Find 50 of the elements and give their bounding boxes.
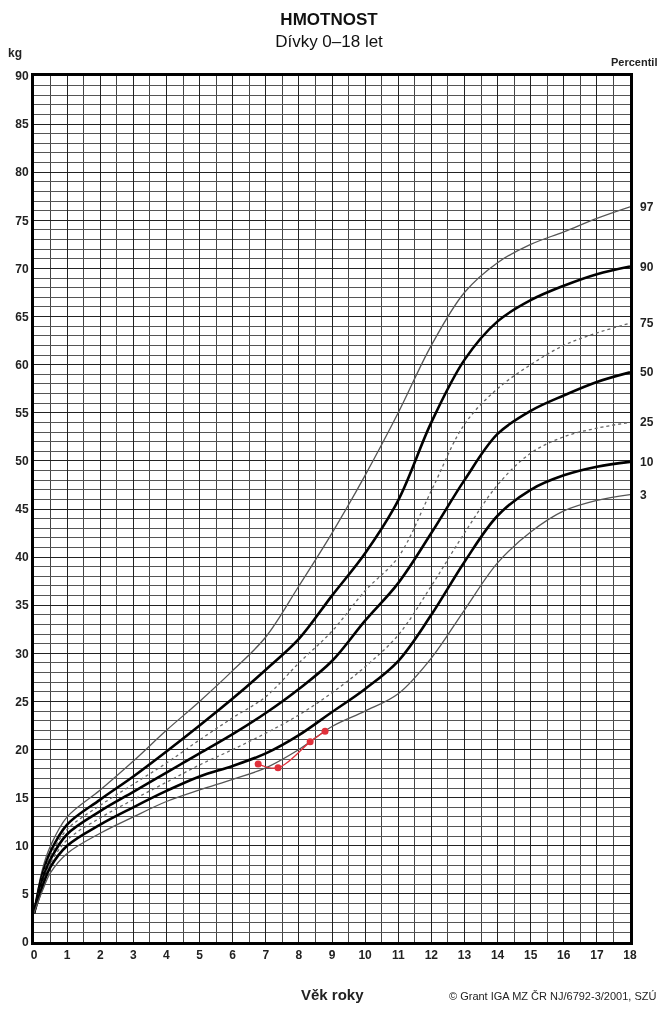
series-label: 75 (640, 316, 654, 330)
y-tick-label: 60 (15, 357, 29, 372)
y-tick-label: 50 (15, 454, 29, 469)
x-tick-label: 11 (391, 948, 405, 963)
x-tick-label: 5 (196, 948, 204, 963)
x-tick-label: 14 (490, 948, 505, 963)
y-tick-label: 70 (15, 261, 29, 276)
y-tick-label: 40 (15, 550, 29, 565)
x-tick-label: 13 (457, 948, 472, 963)
x-tick-label: 3 (129, 948, 137, 963)
chart-title: HMOTNOST (280, 10, 379, 30)
chart-subtitle: Dívky 0–18 let (275, 32, 384, 52)
y-tick-label: 0 (21, 935, 29, 950)
y-tick-label: 30 (15, 646, 29, 661)
text: © Grant IGA MZ ČR NJ/6792-3/2001, SZÚ (449, 990, 657, 1002)
x-tick-label: 8 (295, 948, 303, 963)
x-tick-label: 10 (358, 948, 373, 963)
series-label: 97 (640, 200, 654, 214)
y-tick-label: 80 (15, 165, 29, 180)
x-tick-label: 7 (262, 948, 270, 963)
y-tick-label: 20 (15, 742, 29, 757)
y-tick-label: 5 (21, 887, 29, 902)
x-tick-label: 17 (590, 948, 604, 963)
y-tick-label: 85 (15, 117, 29, 132)
y-tick-label: 45 (15, 502, 29, 517)
x-tick-label: 2 (96, 948, 104, 963)
y-tick-label: 35 (15, 598, 29, 613)
y-tick-label: 25 (15, 694, 29, 709)
series-label: 25 (640, 415, 654, 429)
x-tick-label: 4 (163, 948, 171, 963)
x-tick-label: 16 (557, 948, 571, 963)
series-label: 50 (640, 365, 654, 379)
x-tick-label: 15 (523, 948, 538, 963)
y-tick-label: 15 (15, 790, 29, 805)
series-label: 3 (640, 488, 647, 502)
y-tick-label: 90 (15, 69, 29, 84)
series-label: 90 (640, 260, 654, 274)
x-tick-label: 18 (623, 948, 637, 963)
text: Percentil (611, 56, 658, 68)
x-tick-label: 6 (229, 948, 237, 963)
y-tick-label: 55 (15, 405, 29, 420)
x-tick-label: 9 (328, 948, 336, 963)
series-label: 10 (640, 455, 654, 469)
x-axis-title: Věk roky (301, 986, 365, 1003)
y-tick-label: 65 (15, 309, 29, 324)
x-tick-label: 12 (424, 948, 439, 963)
y-axis-title: kg (8, 46, 23, 60)
y-tick-label: 75 (15, 213, 29, 228)
x-tick-label: 1 (63, 948, 71, 963)
y-tick-label: 10 (15, 838, 29, 853)
